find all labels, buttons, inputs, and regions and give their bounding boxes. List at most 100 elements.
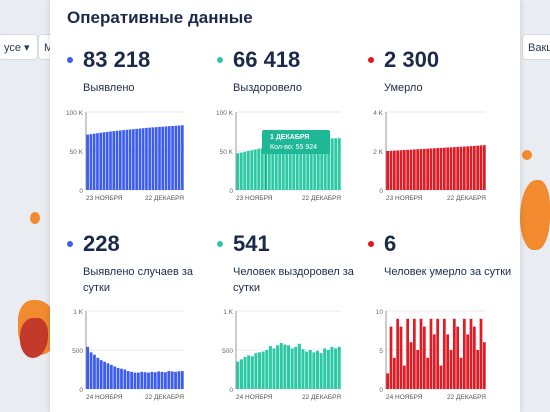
bar [466, 146, 470, 190]
bar [136, 372, 140, 389]
bar [125, 129, 129, 190]
stat-label: Выявлено случаев за сутки [83, 266, 194, 294]
stat-label: Выздоровело [233, 82, 302, 94]
bar [412, 149, 416, 190]
chart-recovered-total[interactable]: 0 50 K 100 K 23 НОЯБРЯ 22 ДЕКАБРЯ 1 ДЕКАБРЯ Ко… [202, 108, 347, 210]
bar [151, 127, 155, 190]
bar [442, 318, 446, 389]
bar [446, 147, 450, 190]
y-tick-label: 0 [229, 387, 233, 394]
bar [412, 318, 416, 389]
y-tick-label: 2 K [373, 149, 383, 156]
bar [171, 125, 174, 190]
y-tick-label: 1 K [223, 309, 233, 316]
chart-detected-total[interactable]: 0 50 K 100 K 23 НОЯБРЯ 22 ДЕКАБРЯ [52, 108, 190, 210]
bar [389, 150, 393, 190]
vaccination-button[interactable]: Вакц [522, 34, 550, 60]
bar [446, 334, 450, 389]
teal-dot-icon [217, 241, 223, 247]
stat-label: Выявлено [83, 82, 135, 94]
bar [158, 126, 161, 190]
stat-value: 66 418 [233, 47, 301, 72]
bar [132, 129, 135, 190]
bar [118, 130, 122, 190]
y-tick-label: 50 K [220, 149, 234, 156]
region-dropdown[interactable]: усе ▾ [0, 34, 38, 60]
bar [257, 148, 261, 190]
bar [250, 150, 254, 190]
bar [301, 349, 305, 389]
red-dot-icon [368, 241, 374, 247]
bar [402, 150, 406, 190]
bar [89, 134, 93, 190]
chart-recovered-daily[interactable]: 0 500 1 K 24 НОЯБРЯ 22 ДЕКАБРЯ [202, 307, 347, 409]
bar [436, 318, 440, 389]
x-tick-label: 22 ДЕКАБРЯ [447, 394, 486, 401]
bar [330, 138, 334, 190]
bar [109, 364, 113, 389]
bar [247, 355, 251, 389]
chart-detected-daily[interactable]: 0 500 1 K 24 НОЯБРЯ 22 ДЕКАБРЯ [52, 307, 190, 409]
bar [330, 346, 334, 389]
bar [161, 126, 165, 190]
bar [239, 359, 243, 389]
bar [268, 346, 272, 389]
bar [409, 342, 413, 389]
bar [122, 130, 125, 190]
y-tick-label: 0 [379, 387, 383, 394]
bar [120, 368, 123, 389]
y-tick-label: 0 [379, 188, 383, 195]
operational-data-panel: Оперативные данные 83 218 Выявлено 66 41… [50, 0, 520, 412]
bar [459, 146, 463, 190]
bar [272, 348, 276, 389]
x-tick-label: 24 НОЯБРЯ [386, 394, 423, 401]
bar [406, 149, 410, 190]
bar [258, 352, 262, 389]
bar [103, 361, 106, 389]
bar [285, 143, 289, 190]
teal-dot-icon [217, 57, 223, 63]
bar [288, 142, 292, 190]
y-tick-label: 50 K [70, 149, 84, 156]
x-tick-label: 23 НОЯБРЯ [386, 195, 423, 202]
map-region [520, 180, 550, 250]
bar [243, 151, 247, 190]
bar [133, 372, 137, 389]
bar [93, 354, 96, 389]
bar [442, 147, 446, 190]
bar [181, 125, 184, 190]
bar [254, 353, 258, 389]
tooltip-value: Кол-во: 55 924 [270, 144, 317, 151]
bar [105, 131, 109, 190]
bar [432, 148, 436, 190]
chart-died-daily[interactable]: 0 5 10 24 НОЯБРЯ 22 ДЕКАБРЯ [352, 307, 492, 409]
bar [422, 326, 426, 389]
stat-value: 228 [83, 231, 120, 256]
bar [472, 145, 476, 190]
bar [177, 125, 181, 190]
bar [419, 149, 423, 190]
bar [334, 138, 338, 190]
bar [476, 145, 480, 190]
bar [469, 318, 473, 389]
bar [462, 146, 466, 190]
bar [449, 350, 453, 389]
bar [396, 318, 400, 389]
x-tick-label: 22 ДЕКАБРЯ [145, 394, 184, 401]
bar [479, 318, 483, 389]
bar [299, 141, 303, 190]
bar [386, 373, 390, 389]
bar [416, 350, 420, 389]
bar [153, 372, 157, 389]
bar [323, 138, 327, 190]
bar [141, 128, 145, 190]
map-region [20, 318, 48, 358]
bar [436, 148, 440, 190]
chart-died-total[interactable]: 0 2 K 4 K 23 НОЯБРЯ 22 ДЕКАБРЯ [352, 108, 492, 210]
bar [429, 148, 433, 190]
bar [452, 147, 456, 190]
bar [128, 129, 132, 190]
bar [96, 357, 100, 389]
bar [416, 149, 420, 190]
tooltip-date: 1 ДЕКАБРЯ [270, 134, 309, 141]
